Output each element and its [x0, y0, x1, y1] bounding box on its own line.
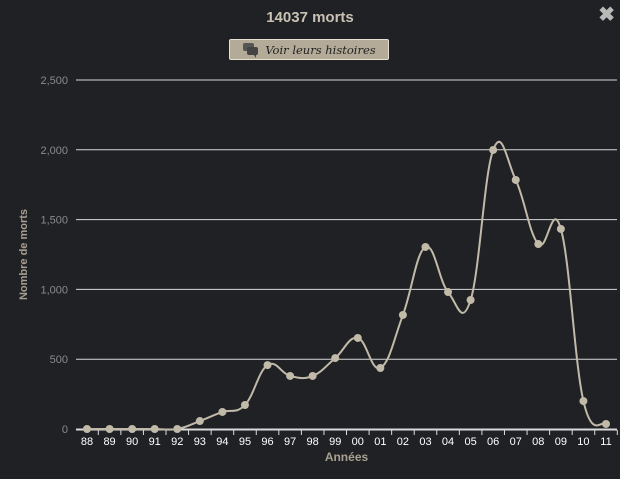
x-tick-label: 06	[487, 436, 499, 448]
data-point	[263, 361, 272, 370]
data-point	[556, 224, 565, 233]
x-tick-label: 08	[532, 436, 544, 448]
data-point	[173, 425, 182, 433]
data-point	[218, 407, 227, 416]
close-icon[interactable]: ✖	[598, 4, 615, 26]
x-tick-label: 01	[374, 436, 386, 448]
y-tick-label: 500	[50, 354, 68, 366]
y-tick-label: 1,000	[40, 284, 68, 296]
data-point	[466, 296, 475, 305]
data-point	[511, 175, 520, 184]
data-point	[398, 310, 407, 319]
x-tick-label: 00	[352, 436, 364, 448]
y-tick-label: 1,500	[40, 215, 68, 227]
data-point	[444, 288, 453, 297]
x-tick-label: 98	[307, 436, 319, 448]
x-tick-label: 94	[216, 436, 228, 448]
data-point	[579, 397, 588, 406]
data-point	[240, 400, 249, 409]
total-deaths-title: 14037 morts	[266, 9, 354, 26]
y-tick-label: 0	[62, 424, 68, 436]
x-tick-label: 05	[464, 436, 476, 448]
x-tick-label: 97	[284, 436, 296, 448]
data-point	[128, 425, 137, 433]
data-point	[331, 354, 340, 363]
x-tick-label: 88	[81, 436, 93, 448]
x-tick-label: 89	[103, 436, 115, 448]
x-tick-label: 04	[442, 436, 454, 448]
y-axis-title: Nombre de morts	[18, 209, 30, 300]
x-tick-label: 09	[555, 436, 567, 448]
data-line	[86, 141, 607, 431]
x-tick-label: 11	[600, 436, 611, 448]
data-point	[534, 240, 543, 249]
data-point	[105, 425, 114, 433]
data-point	[150, 425, 159, 433]
data-point	[421, 242, 430, 251]
x-tick-label: 96	[261, 436, 273, 448]
data-point	[489, 145, 498, 154]
x-tick-label: 02	[397, 436, 409, 448]
x-tick-label: 10	[577, 436, 589, 448]
x-tick-label: 90	[126, 436, 138, 448]
y-tick-label: 2,000	[40, 145, 68, 157]
data-point	[602, 419, 610, 428]
data-point	[353, 333, 362, 342]
x-tick-label: 92	[171, 436, 183, 448]
view-stories-label: Voir leurs histoires	[265, 42, 376, 57]
x-axis-title: Années	[325, 450, 369, 464]
view-stories-button[interactable]: Voir leurs histoires	[229, 39, 389, 60]
data-point	[195, 417, 204, 426]
data-point	[376, 363, 385, 372]
data-point	[308, 371, 317, 380]
x-tick-label: 99	[329, 436, 341, 448]
x-tick-label: 03	[419, 436, 431, 448]
data-point	[83, 425, 91, 433]
y-tick-label: 2,500	[40, 75, 68, 87]
speech-bubbles-icon	[243, 42, 259, 58]
data-point	[286, 371, 295, 380]
x-tick-label: 91	[149, 436, 161, 448]
x-tick-label: 07	[510, 436, 522, 448]
x-tick-label: 95	[239, 436, 251, 448]
x-tick-label: 93	[194, 436, 206, 448]
